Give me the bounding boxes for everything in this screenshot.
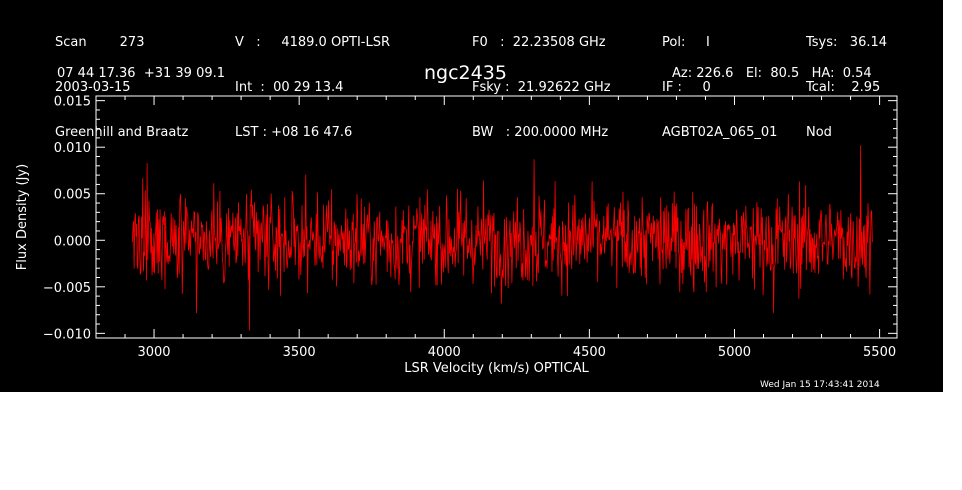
y-tick-label: −0.005 (43, 281, 91, 296)
integration-time: Int : 00 29 13.4 (235, 80, 344, 95)
y-tick-label: 0.005 (54, 188, 91, 203)
x-tick-label: 4000 (428, 345, 461, 360)
sky-frequency: Fsky : 21.92622 GHz (472, 80, 611, 95)
velocity: V : 4189.0 OPTI-LSR (235, 35, 391, 50)
spectrum-trace (131, 145, 873, 331)
y-tick-label: 0.010 (54, 141, 91, 156)
x-tick-label: 5000 (718, 345, 751, 360)
source-coordinates: 07 44 17.36 +31 39 09.1 (57, 66, 226, 81)
x-tick-label: 3500 (283, 345, 316, 360)
source-name: ngc2435 (424, 62, 507, 84)
polarization: Pol: I (662, 35, 710, 50)
tcal: Tcal: 2.95 (806, 80, 881, 95)
spectrum-chart: 3000 3500 4000 4500 5000 5500 −0.010 −0.005 0.00… (15, 95, 898, 376)
project-id: AGBT02A_065_01 (662, 125, 778, 140)
receiver-info: Pol: I IF : 0 AGBT02A_065_01 (662, 5, 777, 170)
x-tick-label: 3000 (137, 345, 170, 360)
plot-panel: Scan 273 2003-03-15 Greenhill and Braatz… (0, 0, 943, 392)
procedure: Nod (806, 125, 832, 140)
y-tick-label: 0.015 (54, 95, 91, 110)
system-info: Tsys: 36.14 Tcal: 2.95 Nod (806, 5, 887, 170)
timestamp: Wed Jan 15 17:43:41 2014 (760, 380, 880, 390)
tsys: Tsys: 36.14 (806, 35, 888, 50)
if-number: IF : 0 (662, 80, 711, 95)
plot-frame (95, 95, 898, 339)
frequency-info: F0 : 22.23508 GHz Fsky : 21.92622 GHz BW… (472, 5, 611, 170)
y-tick-label: 0.000 (54, 234, 91, 249)
pointing-info: Az: 226.6 El: 80.5 HA: 0.54 (672, 66, 872, 81)
scan-info: Scan 273 2003-03-15 Greenhill and Braatz (55, 5, 188, 170)
x-tick-label: 5500 (863, 345, 896, 360)
x-axis-label: LSR Velocity (km/s) OPTICAL (404, 361, 589, 376)
x-tick-label: 4500 (573, 345, 606, 360)
rest-frequency: F0 : 22.23508 GHz (472, 35, 606, 50)
y-tick-label: −0.010 (43, 327, 91, 342)
y-axis-label: Flux Density (Jy) (15, 164, 30, 270)
scan-number: Scan 273 (55, 35, 145, 50)
velocity-info: V : 4189.0 OPTI-LSR Int : 00 29 13.4 LST… (235, 5, 390, 170)
lst: LST : +08 16 47.6 (235, 125, 353, 140)
observation-date: 2003-03-15 (55, 80, 131, 95)
bandwidth: BW : 200.0000 MHz (472, 125, 609, 140)
